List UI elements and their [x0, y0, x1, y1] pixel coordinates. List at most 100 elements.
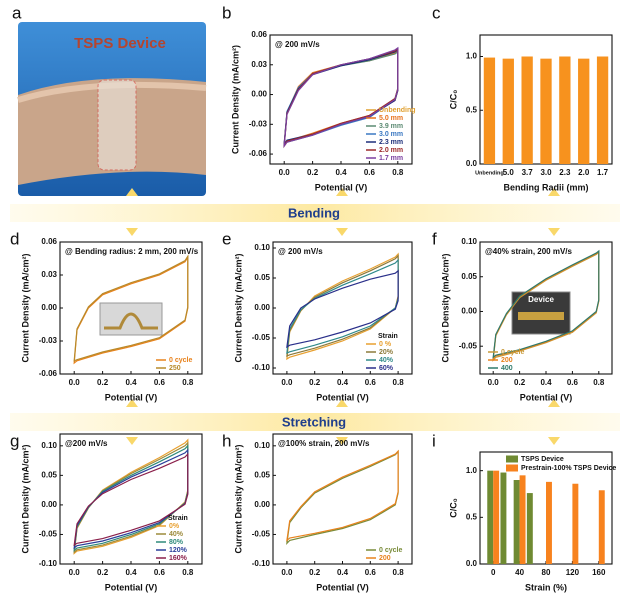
- legend-swatch: [506, 456, 518, 463]
- legend-label: 20%: [379, 349, 394, 356]
- x-tick-label: 0.8: [593, 378, 605, 387]
- bar: [540, 59, 551, 164]
- x-tick-label: 0.6: [365, 568, 377, 577]
- x-tick-label: 2.3: [559, 168, 571, 177]
- x-tick-label: 80: [542, 568, 551, 577]
- panel-letter: b: [222, 3, 231, 22]
- y-tick-label: 0.10: [461, 237, 477, 246]
- x-tick-label: 2.0: [578, 168, 590, 177]
- legend-label: Prestrain-100% TSPS Device: [521, 465, 616, 472]
- annotation: @ 200 mV/s: [275, 40, 320, 49]
- bar: [493, 471, 499, 564]
- annotation: @ Bending radius: 2 mm, 200 mV/s: [65, 247, 199, 256]
- legend-label: 2.3 mm: [379, 139, 403, 146]
- legend-label: 1.7 mm: [379, 155, 403, 162]
- x-tick-label: 0.6: [154, 378, 166, 387]
- legend-label: 2.0 mm: [379, 147, 403, 154]
- x-tick-label: 0.8: [182, 378, 194, 387]
- y-axis-label: C/C₀: [448, 90, 458, 110]
- cv-curve: [287, 452, 398, 544]
- bar: [514, 480, 520, 564]
- y-tick-label: 0.05: [461, 272, 477, 281]
- x-tick-label: 0.4: [125, 568, 137, 577]
- x-tick-label: 0.8: [182, 568, 194, 577]
- bar: [521, 57, 532, 165]
- y-tick-label: -0.05: [252, 333, 271, 342]
- x-tick-label: 0.2: [514, 378, 526, 387]
- legend-label: 60%: [379, 365, 394, 372]
- panel-letter: c: [432, 3, 441, 22]
- y-axis-label: Current Density (mA/cm²): [233, 253, 243, 362]
- y-tick-label: -0.03: [39, 336, 58, 345]
- y-tick-label: -0.06: [249, 149, 268, 158]
- y-tick-label: -0.05: [459, 341, 478, 350]
- banner-label: Bending: [288, 205, 340, 220]
- legend-label: 200: [379, 555, 391, 562]
- bar: [572, 484, 578, 564]
- inset-photo: [100, 303, 162, 335]
- y-tick-label: 0.00: [251, 90, 267, 99]
- legend-label: 5.0 mm: [379, 115, 403, 122]
- legend-label: 0 %: [379, 341, 392, 348]
- annotation: @200 mV/s: [65, 439, 108, 448]
- y-tick-label: 0.05: [254, 273, 270, 282]
- y-tick-label: 0.05: [41, 470, 57, 479]
- x-tick-label: 0.8: [392, 168, 404, 177]
- x-tick-label: 0.4: [337, 378, 349, 387]
- bar: [546, 482, 552, 564]
- legend-label: 200: [501, 357, 513, 364]
- x-tick-label: 0.0: [488, 378, 500, 387]
- y-axis-label: Current Density (mA/cm²): [440, 253, 450, 362]
- cv-curve: [287, 451, 398, 540]
- banner-arrows: [126, 188, 560, 445]
- bar: [578, 59, 589, 164]
- legend-label: 400: [501, 365, 513, 372]
- y-tick-label: 0.00: [41, 500, 57, 509]
- legend-label: 0 cycle: [379, 547, 402, 554]
- bar: [487, 471, 493, 564]
- inset-label: Device: [528, 295, 554, 304]
- x-tick-label: 160: [592, 568, 606, 577]
- y-tick-label: 1.0: [466, 52, 478, 61]
- y-tick-label: 0.00: [254, 303, 270, 312]
- legend-label: 40%: [169, 531, 184, 538]
- bar: [503, 59, 514, 164]
- x-tick-label: 0.0: [279, 168, 291, 177]
- panel-letter: i: [432, 431, 436, 450]
- x-axis-label: Potential (V): [315, 182, 368, 192]
- x-tick-label: Unbending: [475, 170, 504, 176]
- x-axis-label: Potential (V): [316, 392, 369, 402]
- annotation: @ 200 mV/s: [278, 247, 323, 256]
- x-tick-label: 1.7: [597, 168, 609, 177]
- bar: [559, 57, 570, 165]
- y-tick-label: 0.0: [466, 559, 478, 568]
- y-tick-label: 0.0: [466, 159, 478, 168]
- legend-label: 250: [169, 365, 181, 372]
- x-tick-label: 0.2: [307, 168, 319, 177]
- x-tick-label: 0.4: [337, 568, 349, 577]
- x-axis-label: Bending Radii (mm): [504, 182, 589, 192]
- x-tick-label: 5.0: [503, 168, 515, 177]
- y-tick-label: 0.03: [251, 60, 267, 69]
- x-tick-label: 0.2: [97, 378, 109, 387]
- y-axis-label: Current Density (mA/cm²): [233, 444, 243, 553]
- y-tick-label: -0.10: [252, 363, 271, 372]
- bar: [484, 58, 495, 164]
- x-tick-label: 0.6: [364, 168, 376, 177]
- legend-label: 0 cycle: [501, 349, 524, 356]
- y-tick-label: -0.10: [252, 559, 271, 568]
- y-tick-label: 0.06: [251, 30, 267, 39]
- y-tick-label: 0.10: [41, 441, 57, 450]
- y-tick-label: -0.05: [252, 530, 271, 539]
- y-axis-label: Current Density (mA/cm²): [20, 253, 30, 362]
- legend-title: Strain: [378, 333, 398, 340]
- x-axis-label: Strain (%): [525, 582, 567, 592]
- photo-label: TSPS Device: [74, 35, 166, 52]
- legend-label: 0 cycle: [169, 357, 192, 364]
- x-tick-label: 0.6: [365, 378, 377, 387]
- x-tick-label: 3.0: [540, 168, 552, 177]
- y-tick-label: 1.0: [466, 466, 478, 475]
- y-axis-label: C/C₀: [448, 498, 458, 518]
- bar: [520, 475, 526, 564]
- bar: [599, 490, 605, 564]
